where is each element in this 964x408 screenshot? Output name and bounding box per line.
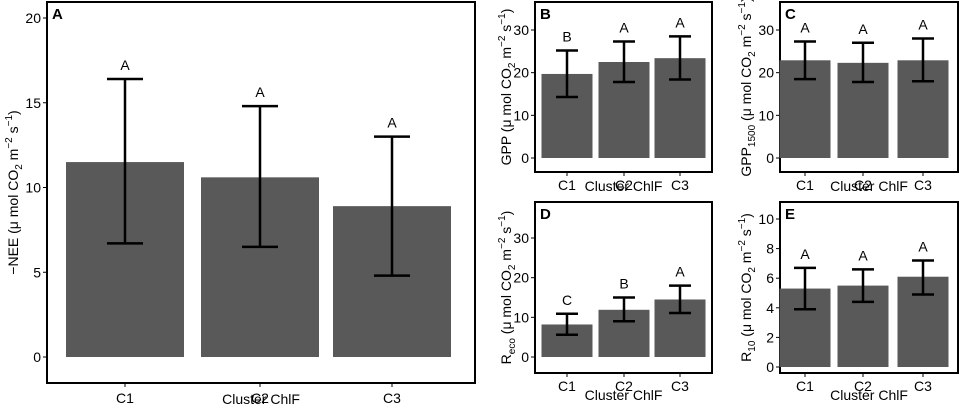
panel-e-ylabel: R10 (μ mol CO2 m−2 s−1)	[737, 213, 758, 362]
panel-c-error-bar-c3	[912, 37, 934, 83]
panel-d-xlabel: Cluster ChlF	[585, 387, 663, 403]
panel-d-ytick-label: 0	[521, 349, 529, 365]
panel-c-significance-c2: A	[858, 21, 868, 37]
panel-e-label: E	[785, 206, 795, 223]
panel-b-ytick-label: 20	[513, 65, 529, 81]
panel-c-xlabel: Cluster ChlF	[830, 178, 908, 194]
panel-a-error-bar-c2	[242, 104, 278, 249]
panel-a-error-bar-c1	[107, 77, 143, 245]
panel-c: C 0 10 20 30 A C1 A C2 A C3 Cluster ChlF GPP1500 (μ …	[737, 0, 959, 194]
panel-b-xtick-label: C2	[615, 177, 633, 193]
panel-c-xtick-label: C3	[914, 177, 932, 193]
panel-e-ytick-label: 4	[766, 300, 774, 316]
panel-a-ytick-label: 5	[33, 264, 41, 280]
panel-a-ytick-label: 15	[25, 95, 41, 111]
panel-e-significance-c2: A	[858, 247, 868, 263]
panel-e-error-bar-c3	[912, 259, 934, 296]
panel-c-ytick-label: 0	[766, 150, 774, 166]
panel-a-xtick-label: C3	[383, 390, 401, 406]
panel-b-ytick-label: 30	[513, 22, 529, 38]
panel-a-significance-c3: A	[387, 115, 397, 131]
panel-b-ytick-label: 10	[513, 107, 529, 123]
panel-e-ytick-label: 2	[766, 329, 774, 345]
panel-a-frame	[46, 1, 476, 384]
panel-a-label: A	[52, 6, 63, 23]
panel-e-xtick-label: C2	[854, 378, 872, 394]
panel-d-error-bar-c2	[613, 296, 635, 323]
panel-d-error-bar-c3	[669, 284, 691, 315]
panel-c-xtick-label: C2	[854, 177, 872, 193]
panel-c-ylabel: GPP1500 (μ mol CO2 m−2 s−1)	[737, 0, 758, 177]
panel-b-error-bar-c1	[556, 49, 578, 99]
panel-b-significance-c1: B	[562, 28, 571, 44]
panel-d-xtick-label: C1	[558, 378, 576, 394]
panel-e-ytick-label: 8	[766, 241, 774, 257]
panel-a-xtick-label: C1	[116, 390, 134, 406]
panel-e-significance-c1: A	[800, 246, 810, 262]
panel-d-xtick-label: C3	[671, 378, 689, 394]
panel-e-significance-c3: A	[918, 238, 928, 254]
panel-b-significance-c2: A	[619, 20, 629, 36]
panel-a-ytick-label: 0	[33, 349, 41, 365]
panel-d: D 0 10 20 30 C C1 B C2 A C3 Cluster ChlF Reco (μ mol…	[497, 201, 713, 403]
panel-c-error-bar-c2	[852, 41, 874, 84]
panel-b: B 0 10 20 30 B C1 A C2 A C3 Cluster ChlF GPP (μ mol …	[497, 1, 713, 194]
panel-a-ylabel: −NEE (μ mol CO2 m−2 s−1)	[4, 110, 25, 274]
panel-d-ytick-label: 20	[513, 270, 529, 286]
panel-a-significance-c1: A	[120, 57, 130, 73]
panel-e-ytick-label: 0	[766, 359, 774, 375]
panel-b-xtick-label: C3	[671, 177, 689, 193]
panel-c-xtick-label: C1	[796, 177, 814, 193]
panel-e-xlabel: Cluster ChlF	[830, 387, 908, 403]
panel-e-ytick-label: 6	[766, 270, 774, 286]
panel-c-ytick-label: 20	[758, 65, 774, 81]
panel-b-label: B	[540, 6, 551, 23]
panel-c-ytick-label: 30	[758, 22, 774, 38]
panel-a-xlabel: Cluster ChlF	[222, 391, 300, 407]
panel-c-significance-c3: A	[918, 17, 928, 33]
panel-a-ytick-label: 10	[25, 180, 41, 196]
panel-e-error-bar-c1	[794, 266, 816, 311]
panel-c-error-bar-c1	[794, 40, 816, 81]
panel-e-error-bar-c2	[852, 268, 874, 304]
panel-e: E 0 2 4 6 8 10 A C1 A C2 A C3 Cluster ChlF R10 (μ mol …	[737, 201, 959, 403]
panel-e-frame	[779, 201, 959, 374]
panel-b-xtick-label: C1	[558, 177, 576, 193]
panel-d-significance-c3: A	[675, 264, 685, 280]
panel-a: A 0 5 10 15 20 A C1 A C2 A C3 Cluster ChlF −NEE (μ mo…	[4, 1, 476, 407]
panel-b-xlabel: Cluster ChlF	[585, 178, 663, 194]
panel-d-ytick-label: 30	[513, 230, 529, 246]
panel-d-error-bar-c1	[556, 312, 578, 337]
panel-c-label: C	[785, 6, 796, 23]
panel-b-error-bar-c3	[669, 35, 691, 81]
panel-b-ytick-label: 0	[521, 150, 529, 166]
panel-e-ytick-label: 10	[758, 211, 774, 227]
panel-a-xtick-label: C2	[251, 390, 269, 406]
panel-c-ytick-label: 10	[758, 107, 774, 123]
panel-a-error-bar-c3	[374, 135, 410, 277]
panel-d-ytick-label: 10	[513, 309, 529, 325]
panel-e-xtick-label: C1	[796, 378, 814, 394]
panel-c-significance-c1: A	[800, 20, 810, 36]
panel-d-xtick-label: C2	[615, 378, 633, 394]
panel-d-label: D	[540, 206, 551, 223]
panel-b-significance-c3: A	[675, 14, 685, 30]
panel-d-significance-c1: C	[562, 292, 572, 308]
panel-d-ylabel: Reco (μ mol CO2 m−2 s−1)	[497, 211, 518, 365]
panel-a-ytick-label: 20	[25, 10, 41, 26]
panel-b-ylabel: GPP (μ mol CO2 m−2 s−1)	[497, 9, 518, 166]
panel-a-significance-c2: A	[255, 84, 265, 100]
panel-e-xtick-label: C3	[914, 378, 932, 394]
panel-d-significance-c2: B	[619, 276, 628, 292]
panel-b-error-bar-c2	[613, 40, 635, 84]
